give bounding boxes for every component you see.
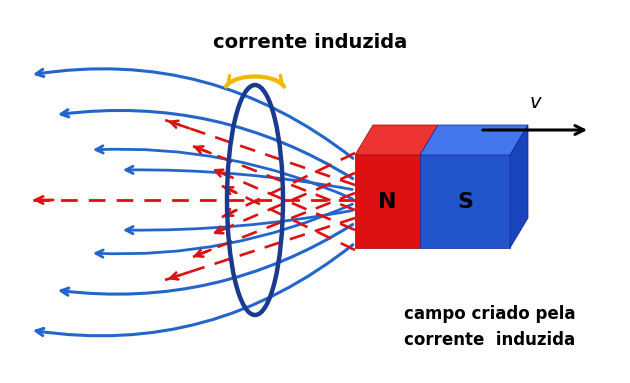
FancyArrowPatch shape xyxy=(96,146,352,199)
Text: campo criado pela
corrente  induzida: campo criado pela corrente induzida xyxy=(404,305,576,349)
Polygon shape xyxy=(355,125,438,155)
Text: corrente induzida: corrente induzida xyxy=(213,33,407,51)
FancyArrowPatch shape xyxy=(61,224,353,295)
FancyArrowPatch shape xyxy=(126,166,352,190)
Text: v: v xyxy=(529,93,541,112)
Polygon shape xyxy=(420,125,528,155)
FancyArrowPatch shape xyxy=(36,245,353,336)
FancyArrowPatch shape xyxy=(36,69,353,158)
Polygon shape xyxy=(510,125,528,248)
Polygon shape xyxy=(355,155,420,248)
FancyArrowPatch shape xyxy=(96,204,352,257)
Text: S: S xyxy=(457,192,473,211)
Polygon shape xyxy=(420,155,510,248)
Text: N: N xyxy=(378,192,397,211)
FancyArrowPatch shape xyxy=(126,211,352,234)
FancyArrowPatch shape xyxy=(61,110,353,178)
